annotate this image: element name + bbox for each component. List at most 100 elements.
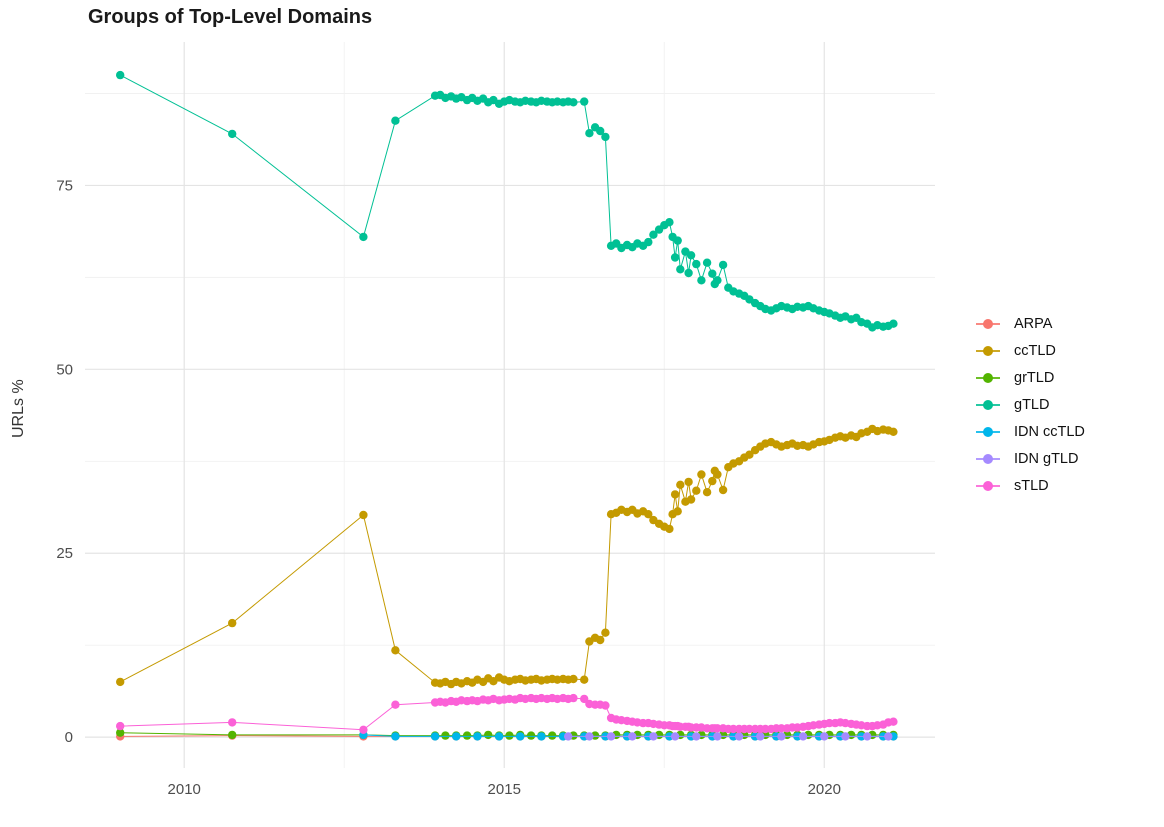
data-point bbox=[116, 677, 125, 687]
data-point bbox=[676, 480, 685, 489]
data-point bbox=[391, 646, 400, 655]
data-point bbox=[649, 230, 658, 239]
data-point bbox=[825, 718, 834, 728]
legend-item-sTLD: sTLD bbox=[976, 478, 1085, 494]
legend-key-icon bbox=[976, 425, 1000, 439]
data-point bbox=[863, 732, 872, 741]
data-point bbox=[596, 635, 605, 645]
data-point bbox=[713, 732, 722, 741]
data-point bbox=[686, 251, 696, 260]
legend-key-icon bbox=[976, 344, 1000, 358]
data-point bbox=[391, 732, 400, 741]
data-point bbox=[670, 732, 680, 741]
legend-label: IDN gTLD bbox=[1014, 451, 1079, 467]
data-point bbox=[697, 276, 706, 285]
legend-label: sTLD bbox=[1014, 478, 1049, 494]
legend-key-icon bbox=[976, 452, 1000, 466]
data-point bbox=[670, 490, 680, 499]
data-point bbox=[734, 732, 744, 741]
data-point bbox=[777, 732, 786, 741]
data-point bbox=[526, 731, 536, 740]
data-point bbox=[665, 218, 674, 227]
data-point bbox=[820, 732, 829, 741]
data-point bbox=[548, 731, 557, 740]
data-point bbox=[684, 477, 693, 487]
data-point bbox=[665, 524, 674, 534]
legend-item-IDN-ccTLD: IDN ccTLD bbox=[976, 424, 1085, 440]
data-point bbox=[841, 732, 850, 741]
data-point bbox=[228, 618, 237, 628]
data-point bbox=[228, 129, 237, 139]
data-point bbox=[697, 470, 706, 479]
legend-key-icon bbox=[976, 479, 1000, 493]
series-IDN-gTLD bbox=[564, 732, 893, 741]
data-point bbox=[692, 486, 701, 495]
data-point bbox=[798, 732, 808, 741]
legend-label: IDN ccTLD bbox=[1014, 424, 1085, 440]
data-point bbox=[718, 485, 728, 495]
data-point bbox=[670, 253, 680, 262]
data-point bbox=[516, 732, 525, 741]
data-point bbox=[228, 718, 237, 727]
grid-minor bbox=[85, 42, 935, 768]
legend-item-IDN-gTLD: IDN gTLD bbox=[976, 451, 1085, 467]
data-point bbox=[505, 731, 514, 740]
data-point bbox=[494, 732, 504, 741]
data-point bbox=[116, 70, 125, 80]
data-point bbox=[713, 276, 722, 285]
data-point bbox=[708, 269, 717, 278]
legend-key-icon bbox=[976, 371, 1000, 385]
data-point bbox=[596, 126, 605, 136]
series-gTLD bbox=[116, 70, 898, 332]
data-point bbox=[745, 450, 754, 459]
x-tick-label: 2010 bbox=[168, 781, 201, 798]
data-point bbox=[606, 732, 616, 741]
data-point bbox=[580, 694, 589, 704]
data-point bbox=[601, 132, 610, 142]
data-point bbox=[692, 732, 701, 741]
data-point bbox=[718, 260, 728, 270]
data-point bbox=[644, 237, 653, 247]
data-point bbox=[649, 732, 658, 741]
legend-label: gTLD bbox=[1014, 397, 1050, 413]
data-point bbox=[452, 732, 461, 741]
data-point bbox=[391, 116, 400, 125]
legend: ARPA ccTLD grTLD gTLD IDN ccTLD IDN gTLD sTLD bbox=[976, 316, 1085, 494]
data-point bbox=[537, 732, 546, 741]
legend-key-icon bbox=[976, 317, 1000, 331]
data-point bbox=[462, 731, 472, 740]
y-tick-label: 25 bbox=[56, 545, 73, 562]
data-point bbox=[686, 495, 696, 504]
data-point bbox=[359, 510, 368, 520]
y-tick-label: 75 bbox=[56, 177, 73, 194]
legend-item-gTLD: gTLD bbox=[976, 397, 1085, 413]
data-point bbox=[430, 732, 440, 741]
data-point bbox=[391, 700, 400, 709]
data-point bbox=[702, 258, 712, 267]
y-tick-label: 50 bbox=[56, 361, 73, 378]
data-point bbox=[628, 732, 637, 741]
series-sTLD bbox=[116, 693, 898, 734]
data-point bbox=[889, 427, 898, 436]
x-tick-label: 2015 bbox=[488, 781, 521, 798]
y-tick-label: 0 bbox=[65, 729, 73, 746]
data-point bbox=[684, 268, 693, 278]
data-point bbox=[228, 730, 237, 740]
data-point bbox=[585, 129, 594, 138]
data-point bbox=[359, 232, 368, 242]
data-point bbox=[756, 732, 765, 741]
data-point bbox=[889, 717, 898, 726]
data-point bbox=[116, 721, 125, 731]
data-point bbox=[884, 732, 893, 741]
data-point bbox=[116, 728, 125, 737]
data-point bbox=[569, 693, 578, 703]
data-point bbox=[580, 675, 589, 684]
data-point bbox=[564, 732, 573, 741]
data-point bbox=[569, 674, 578, 684]
series-ccTLD bbox=[116, 424, 898, 689]
data-point bbox=[569, 98, 578, 107]
legend-item-grTLD: grTLD bbox=[976, 370, 1085, 386]
x-tick-label: 2020 bbox=[808, 781, 841, 798]
